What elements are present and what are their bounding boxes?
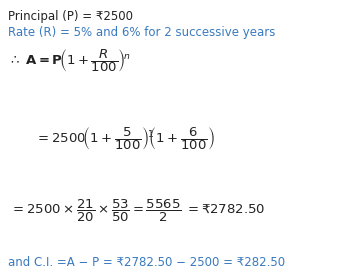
- Text: Rate (R) = 5% and 6% for 2 successive years: Rate (R) = 5% and 6% for 2 successive ye…: [8, 26, 275, 39]
- Text: Principal (P) = ₹2500: Principal (P) = ₹2500: [8, 10, 133, 23]
- Text: and C.I. =A − P = ₹2782.50 − 2500 = ₹282.50: and C.I. =A − P = ₹2782.50 − 2500 = ₹282…: [8, 256, 285, 269]
- Text: $= 2500\!\left(1+\dfrac{5}{100}\right)^{\!1}\!\!\left(1+\dfrac{6}{100}\right)$: $= 2500\!\left(1+\dfrac{5}{100}\right)^{…: [35, 125, 215, 152]
- Text: $= 2500 \times \dfrac{21}{20} \times \dfrac{53}{50} = \dfrac{5565}{2}$$\;=$₹$278: $= 2500 \times \dfrac{21}{20} \times \df…: [10, 198, 265, 224]
- Text: $\therefore$$\;$$\mathbf{A = P}\!\left(1+\dfrac{R}{100}\right)^{\!n}$: $\therefore$$\;$$\mathbf{A = P}\!\left(1…: [8, 47, 131, 74]
